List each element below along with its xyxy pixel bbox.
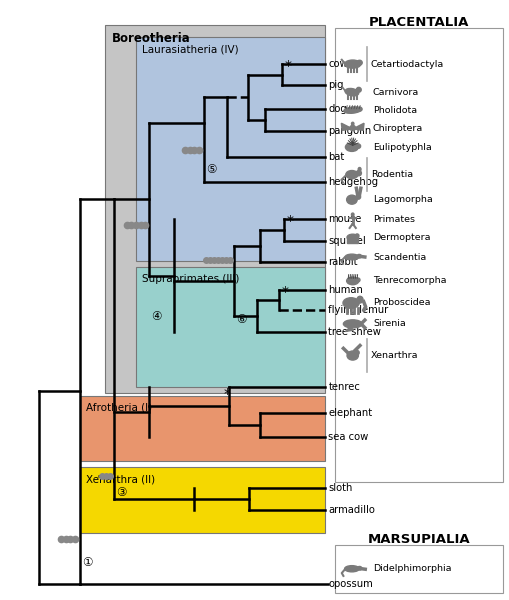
Text: Supraprimates (III): Supraprimates (III) <box>142 274 240 284</box>
Bar <box>80 467 325 533</box>
Ellipse shape <box>356 278 360 282</box>
Text: elephant: elephant <box>328 409 373 418</box>
Text: dog: dog <box>328 104 347 114</box>
Ellipse shape <box>345 254 359 260</box>
Ellipse shape <box>347 277 359 285</box>
Text: tree shrew: tree shrew <box>328 326 381 337</box>
Ellipse shape <box>345 88 359 96</box>
Text: Primates: Primates <box>373 215 415 224</box>
Text: pangolin: pangolin <box>328 126 372 136</box>
Ellipse shape <box>358 167 361 171</box>
Ellipse shape <box>357 566 362 570</box>
Text: tenrec: tenrec <box>328 382 360 392</box>
Text: sloth: sloth <box>328 483 353 493</box>
Text: Pholidota: Pholidota <box>373 106 417 115</box>
Text: Sirenia: Sirenia <box>373 319 406 328</box>
Text: Dermoptera: Dermoptera <box>373 233 431 242</box>
Text: opossum: opossum <box>328 578 373 589</box>
Text: *: * <box>281 285 288 299</box>
Text: Xenarthra (II): Xenarthra (II) <box>87 475 156 484</box>
Text: Xenarthra: Xenarthra <box>371 351 418 360</box>
Polygon shape <box>347 237 358 242</box>
Text: ⑤: ⑤ <box>206 163 216 176</box>
Ellipse shape <box>356 88 361 92</box>
Polygon shape <box>346 327 354 332</box>
Polygon shape <box>342 123 352 130</box>
Text: PLACENTALIA: PLACENTALIA <box>369 16 469 29</box>
Text: squirrel: squirrel <box>328 236 366 247</box>
Text: cow: cow <box>328 59 348 69</box>
Ellipse shape <box>357 60 362 65</box>
Text: Didelphimorphia: Didelphimorphia <box>373 564 451 573</box>
Ellipse shape <box>356 194 360 199</box>
Ellipse shape <box>352 122 354 125</box>
Text: Eulipotyphla: Eulipotyphla <box>373 143 432 152</box>
Text: ⑥: ⑥ <box>236 313 247 326</box>
Ellipse shape <box>357 254 361 258</box>
Text: rabbit: rabbit <box>328 257 358 268</box>
Text: Lagomorpha: Lagomorpha <box>373 195 433 204</box>
Text: Rodentia: Rodentia <box>371 170 413 179</box>
Text: Cetartiodactyla: Cetartiodactyla <box>371 59 444 68</box>
Ellipse shape <box>347 195 357 204</box>
Ellipse shape <box>347 351 358 360</box>
Ellipse shape <box>356 170 361 176</box>
Ellipse shape <box>357 296 363 303</box>
Ellipse shape <box>347 234 358 241</box>
Text: Tenrecomorpha: Tenrecomorpha <box>373 277 446 286</box>
Text: *: * <box>285 59 292 73</box>
Ellipse shape <box>358 107 362 111</box>
Text: mouse: mouse <box>328 214 362 224</box>
Text: Laurasiatheria (IV): Laurasiatheria (IV) <box>142 44 239 55</box>
Text: Boreotheria: Boreotheria <box>112 32 190 46</box>
Text: *: * <box>223 387 230 401</box>
Text: Carnivora: Carnivora <box>373 88 419 97</box>
Ellipse shape <box>355 350 359 355</box>
Text: human: human <box>328 286 363 295</box>
Text: sea cow: sea cow <box>328 433 369 442</box>
Text: armadillo: armadillo <box>328 505 375 515</box>
Text: ④: ④ <box>151 310 162 323</box>
Ellipse shape <box>356 144 360 148</box>
Bar <box>135 267 325 386</box>
Bar <box>80 395 325 461</box>
Ellipse shape <box>351 213 354 216</box>
Text: ③: ③ <box>116 486 126 499</box>
Text: Afrotheria (I): Afrotheria (I) <box>87 403 153 413</box>
Ellipse shape <box>344 107 361 113</box>
Text: pig: pig <box>328 80 344 90</box>
Ellipse shape <box>346 143 358 151</box>
Text: Proboscidea: Proboscidea <box>373 298 431 307</box>
Ellipse shape <box>343 298 359 308</box>
Text: hedgehog: hedgehog <box>328 177 379 187</box>
Ellipse shape <box>345 60 361 68</box>
Text: bat: bat <box>328 152 345 161</box>
Ellipse shape <box>350 125 356 131</box>
Ellipse shape <box>355 234 359 238</box>
Text: Scandentia: Scandentia <box>373 253 426 262</box>
Ellipse shape <box>345 566 359 572</box>
Ellipse shape <box>346 170 358 179</box>
Text: MARSUPIALIA: MARSUPIALIA <box>367 533 470 546</box>
Text: *: * <box>287 214 293 228</box>
Text: ①: ① <box>82 556 92 569</box>
Bar <box>105 25 325 392</box>
Polygon shape <box>354 123 364 130</box>
Bar <box>335 545 502 593</box>
Text: Chiroptera: Chiroptera <box>373 124 423 133</box>
Bar <box>335 28 502 482</box>
Text: flying lemur: flying lemur <box>328 305 389 315</box>
Ellipse shape <box>344 320 362 328</box>
Bar <box>135 37 325 261</box>
